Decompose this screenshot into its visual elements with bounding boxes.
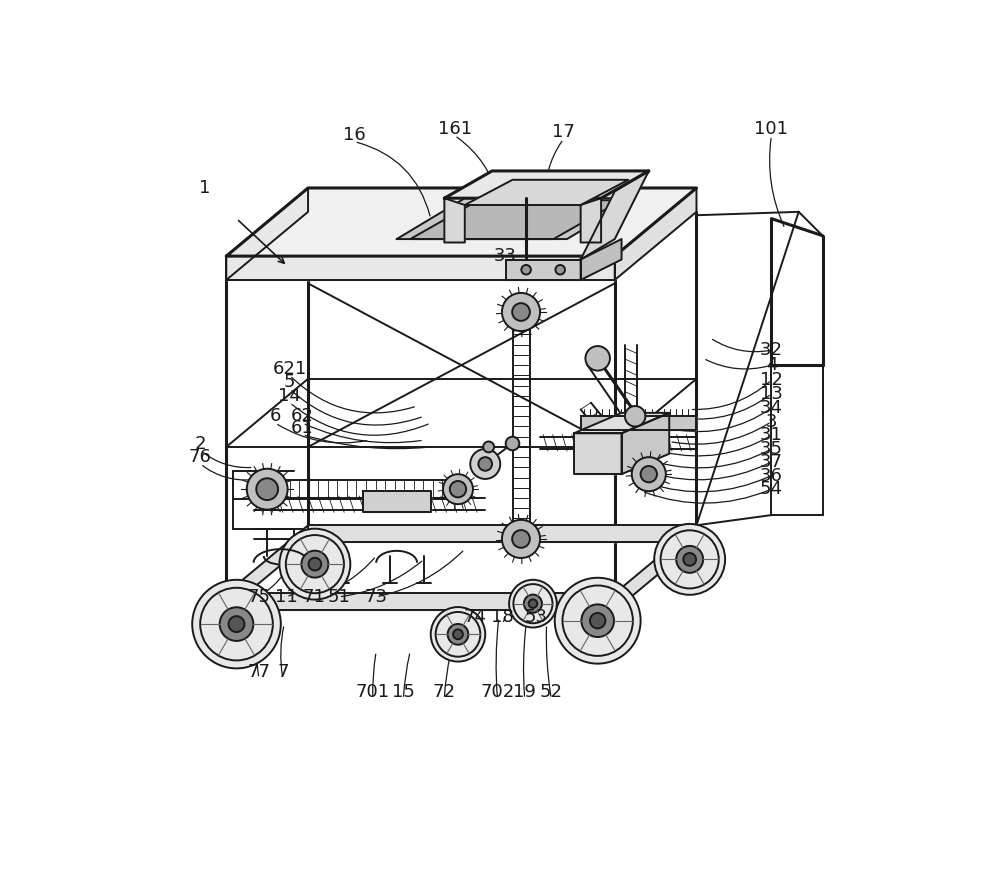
Text: 34: 34 [760, 399, 783, 417]
Polygon shape [465, 180, 628, 205]
Polygon shape [615, 526, 696, 611]
Text: 76: 76 [189, 448, 212, 466]
Text: 17: 17 [552, 123, 575, 141]
Circle shape [502, 293, 540, 331]
Polygon shape [581, 198, 601, 242]
Circle shape [590, 613, 605, 628]
Text: 702: 702 [480, 683, 515, 701]
Text: 15: 15 [392, 683, 415, 701]
Circle shape [654, 524, 725, 595]
Polygon shape [581, 171, 649, 259]
Polygon shape [574, 434, 622, 474]
Text: 19: 19 [513, 683, 536, 701]
Text: 31: 31 [760, 427, 783, 444]
Circle shape [585, 346, 610, 371]
Text: 12: 12 [760, 371, 783, 389]
Text: 72: 72 [433, 683, 456, 701]
Circle shape [478, 458, 492, 471]
Text: 18: 18 [491, 608, 514, 627]
Circle shape [512, 304, 530, 321]
Circle shape [247, 469, 288, 510]
Text: 73: 73 [365, 588, 388, 606]
Circle shape [502, 519, 540, 558]
Text: 32: 32 [760, 341, 783, 359]
Text: 33: 33 [494, 247, 517, 266]
Text: 1: 1 [199, 179, 210, 197]
Circle shape [529, 599, 537, 608]
Polygon shape [581, 239, 622, 280]
Text: 37: 37 [760, 453, 783, 471]
Text: 16: 16 [343, 126, 366, 144]
Text: 7: 7 [277, 663, 289, 681]
Circle shape [676, 546, 703, 573]
Text: 4: 4 [766, 356, 777, 374]
Polygon shape [226, 188, 696, 256]
Polygon shape [615, 188, 696, 280]
Circle shape [453, 629, 463, 639]
Text: 101: 101 [754, 119, 788, 138]
Polygon shape [226, 256, 615, 280]
Text: 14: 14 [278, 387, 301, 404]
Polygon shape [363, 491, 431, 512]
Polygon shape [574, 412, 669, 434]
Circle shape [443, 474, 473, 504]
Text: 35: 35 [760, 440, 783, 458]
Text: 62: 62 [291, 407, 314, 426]
Polygon shape [506, 259, 581, 280]
Text: 52: 52 [540, 683, 563, 701]
Polygon shape [226, 594, 615, 611]
Circle shape [192, 580, 281, 668]
Circle shape [555, 265, 565, 274]
Polygon shape [444, 198, 465, 242]
Text: 75: 75 [248, 588, 271, 606]
Circle shape [512, 530, 530, 548]
Text: 701: 701 [356, 683, 390, 701]
Circle shape [641, 466, 657, 482]
Polygon shape [444, 171, 649, 198]
Text: 161: 161 [438, 119, 472, 138]
Text: 54: 54 [760, 481, 783, 498]
Polygon shape [397, 198, 635, 239]
Polygon shape [308, 526, 696, 543]
Text: 51: 51 [327, 588, 350, 606]
Text: 13: 13 [760, 385, 783, 403]
Polygon shape [226, 526, 308, 611]
Circle shape [450, 481, 466, 497]
Text: 61: 61 [291, 419, 314, 437]
Polygon shape [226, 188, 308, 280]
Circle shape [521, 265, 531, 274]
Text: 36: 36 [760, 466, 783, 485]
Circle shape [448, 624, 468, 644]
Text: 74: 74 [464, 608, 487, 627]
Circle shape [625, 406, 645, 427]
Circle shape [301, 550, 328, 578]
Circle shape [220, 607, 253, 641]
Circle shape [431, 607, 485, 662]
Text: 5: 5 [284, 373, 295, 391]
Polygon shape [581, 416, 696, 430]
Text: 77: 77 [248, 663, 271, 681]
Circle shape [483, 442, 494, 452]
Circle shape [524, 595, 542, 612]
Circle shape [229, 616, 244, 632]
Text: 53: 53 [525, 608, 548, 627]
Circle shape [509, 580, 557, 627]
Circle shape [632, 458, 666, 491]
Text: 6: 6 [270, 407, 281, 426]
Text: 11: 11 [275, 588, 298, 606]
Polygon shape [622, 412, 669, 474]
Text: 3: 3 [766, 412, 777, 431]
Circle shape [309, 558, 321, 571]
Text: 2: 2 [195, 435, 206, 452]
Circle shape [279, 528, 350, 599]
Circle shape [470, 449, 500, 479]
Text: 621: 621 [273, 359, 307, 378]
Circle shape [555, 578, 641, 664]
Circle shape [506, 436, 519, 450]
Circle shape [683, 553, 696, 566]
Circle shape [256, 478, 278, 500]
Polygon shape [410, 200, 622, 239]
Circle shape [581, 604, 614, 637]
Text: 71: 71 [302, 588, 325, 606]
